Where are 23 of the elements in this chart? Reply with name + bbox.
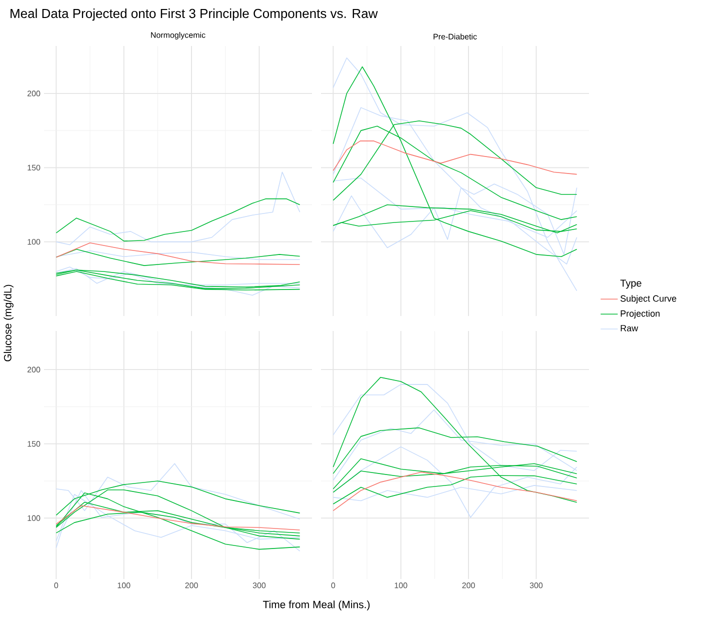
- x-tick-label: 0: [54, 582, 58, 588]
- y-tick-label: 150: [28, 164, 40, 170]
- x-tick-label: 300: [252, 582, 266, 588]
- chart-title: Meal Data Projected onto First 3 Principle Components vs. Raw: [10, 8, 378, 21]
- legend-label: Raw: [620, 325, 638, 332]
- legend-title: Type: [620, 280, 642, 289]
- x-tick-label: 200: [462, 582, 475, 588]
- x-tick-label: 300: [530, 582, 543, 588]
- chart-subtitle: Normoglycemic: [151, 32, 206, 40]
- x-tick-label: 200: [185, 582, 198, 588]
- y-tick-label: 150: [28, 441, 40, 447]
- y-tick-label: 200: [28, 90, 40, 96]
- y-tick-label: 100: [28, 515, 40, 521]
- legend-label: Projection: [620, 310, 660, 318]
- y-axis-title: Glucose (mg/dL): [4, 284, 14, 362]
- y-tick-label: 200: [28, 366, 40, 372]
- chart-subtitle: Pre-Diabetic: [434, 34, 477, 40]
- x-tick-label: 100: [394, 582, 408, 588]
- x-tick-label: 0: [331, 582, 336, 588]
- legend-label: Subject Curve: [620, 295, 676, 304]
- x-tick-label: 100: [118, 582, 130, 588]
- y-tick-label: 100: [28, 238, 40, 245]
- x-axis-title: Time from Meal (Mins.): [262, 600, 370, 610]
